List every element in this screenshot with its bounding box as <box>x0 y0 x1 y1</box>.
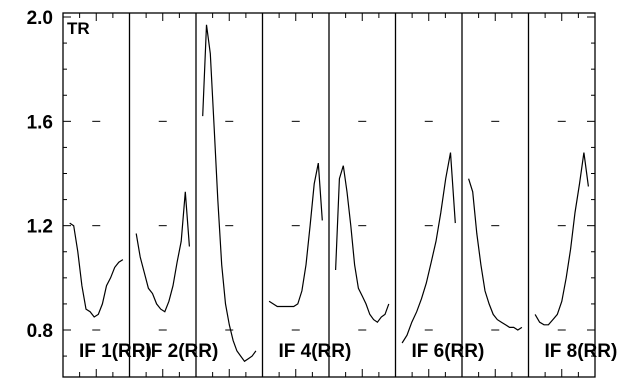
y-tick-label: 2.0 <box>27 8 53 29</box>
series-line <box>268 162 323 308</box>
series-line <box>534 152 589 326</box>
panels: IF 1(RR)IF 2(RR) IF 4(RR) IF 6(RR) IF 8(RR) <box>69 13 618 377</box>
panel-label: IF 6(RR) <box>412 341 485 362</box>
panel-label: IF 8(RR) <box>545 341 618 362</box>
series-line <box>135 191 190 313</box>
y-tick-label: 1.6 <box>27 112 53 133</box>
panel-label: IF 4(RR) <box>279 341 352 362</box>
panel <box>128 13 190 377</box>
series-line <box>401 152 456 344</box>
y-tick-label: 1.2 <box>27 217 53 238</box>
corner-label: TR <box>67 19 90 38</box>
panel <box>261 13 323 377</box>
series-line <box>335 165 390 324</box>
y-axis: 0.8 1.2 1.6 2.0 <box>27 8 595 357</box>
y-tick-label: 0.8 <box>27 321 53 342</box>
panel <box>328 13 390 377</box>
panel <box>394 13 456 377</box>
panel <box>527 13 589 377</box>
series-line <box>468 178 523 331</box>
panel-label: IF 1(RR) <box>79 341 152 362</box>
series-line <box>202 24 257 363</box>
panel <box>461 13 523 377</box>
panel-label: IF 2(RR) <box>146 341 219 362</box>
series-line <box>69 222 124 318</box>
panel <box>69 13 124 377</box>
plot-frame <box>62 12 596 378</box>
panel <box>195 13 257 377</box>
